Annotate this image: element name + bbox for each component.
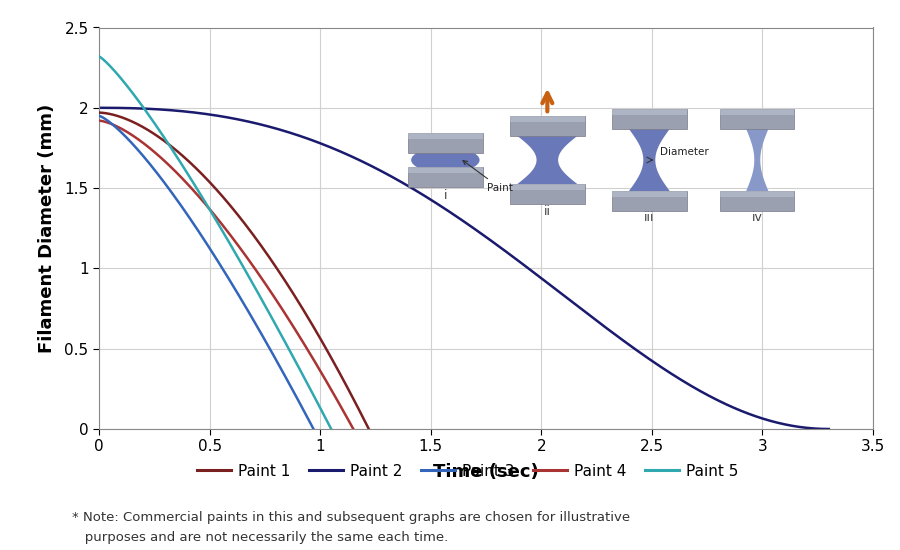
Y-axis label: Filament Diameter (mm): Filament Diameter (mm) — [38, 103, 56, 353]
Text: * Note: Commercial paints in this and subsequent graphs are chosen for illustrat: * Note: Commercial paints in this and su… — [72, 512, 630, 544]
X-axis label: Time (sec): Time (sec) — [433, 463, 539, 481]
Legend: Paint 1, Paint 2, Paint 3, Paint 4, Paint 5: Paint 1, Paint 2, Paint 3, Paint 4, Pain… — [191, 458, 745, 485]
